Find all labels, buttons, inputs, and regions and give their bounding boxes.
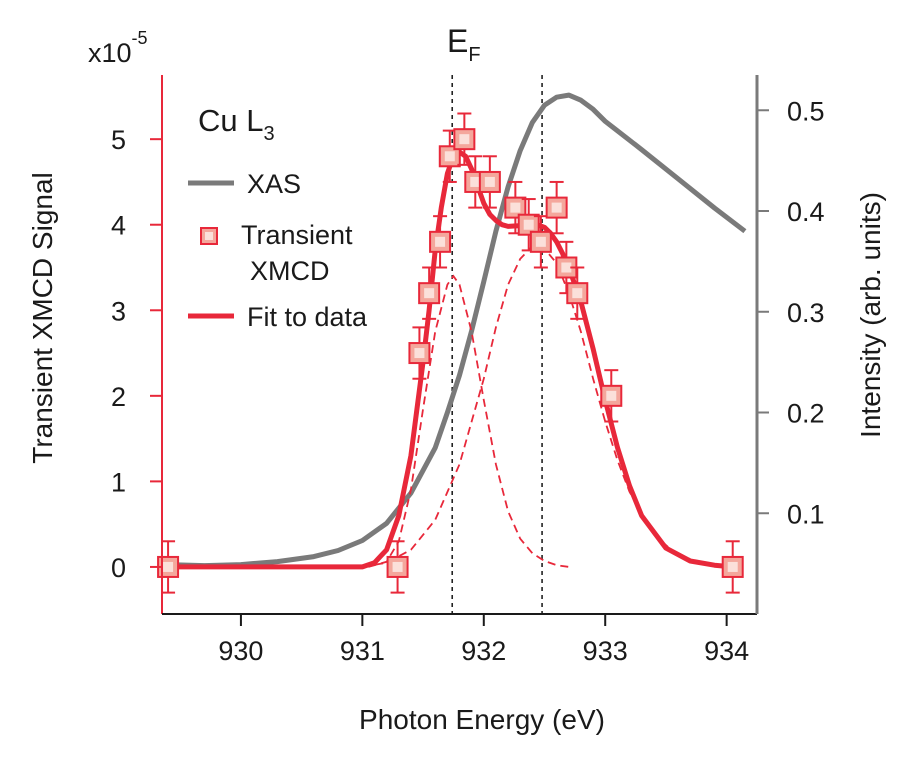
xmcd-point bbox=[429, 215, 452, 269]
xmcd-point bbox=[545, 180, 568, 235]
xmcd-point bbox=[721, 540, 744, 594]
xmcd-point bbox=[453, 112, 476, 166]
fit-line bbox=[168, 149, 733, 570]
left-tick-label-2: 2 bbox=[111, 382, 126, 412]
panel-label-subscript: 3 bbox=[263, 123, 274, 145]
left-axis-multiplier: x10-5 bbox=[88, 28, 148, 68]
xmcd-marker-highlight bbox=[572, 288, 583, 299]
xmcd-marker-highlight bbox=[606, 390, 617, 401]
xmcd-marker-highlight bbox=[523, 219, 534, 230]
series-layer bbox=[157, 92, 747, 594]
legend: XAS Transient XMCD Fit to data bbox=[188, 169, 368, 332]
x-tick-label-934: 934 bbox=[704, 636, 749, 666]
xmcd-marker-highlight bbox=[414, 348, 425, 359]
right-tick-label-4: 0.5 bbox=[787, 96, 825, 126]
xmcd-marker-highlight bbox=[392, 561, 403, 572]
x-axis-title: Photon Energy (eV) bbox=[359, 704, 605, 735]
fermi-level-label-main: E bbox=[447, 23, 468, 59]
left-axis-multiplier-exponent: -5 bbox=[132, 28, 148, 48]
x-tick-label-930: 930 bbox=[218, 636, 263, 666]
fermi-level-label: EF bbox=[447, 23, 481, 66]
right-axis-title: Intensity (arb. units) bbox=[855, 192, 886, 438]
left-tick-label-1: 1 bbox=[111, 467, 126, 497]
left-tick-label-3: 3 bbox=[111, 296, 126, 326]
xmcd-point bbox=[600, 369, 623, 423]
xmcd-marker-highlight bbox=[470, 176, 481, 187]
xmcd-marker-highlight bbox=[535, 236, 546, 247]
left-axis-title: Transient XMCD Signal bbox=[27, 172, 58, 464]
xmcd-marker-highlight bbox=[459, 134, 470, 145]
x-tick-label-931: 931 bbox=[340, 636, 385, 666]
fermi-level-label-sub: F bbox=[468, 44, 480, 66]
xmcd-marker-highlight bbox=[727, 561, 738, 572]
xmcd-point bbox=[157, 540, 180, 594]
legend-fit-label: Fit to data bbox=[247, 302, 368, 332]
xmcd-marker-highlight bbox=[444, 151, 455, 162]
xmcd-point bbox=[529, 215, 552, 269]
axes-layer: 930 931 932 933 934 0 1 2 3 4 5 0.1 0.2 0.3 0.4 0.5 bbox=[111, 75, 825, 666]
xmcd-point bbox=[418, 266, 441, 320]
panel-label: Cu L3 bbox=[198, 103, 275, 145]
xmcd-marker-highlight bbox=[424, 288, 435, 299]
x-tick-label-933: 933 bbox=[583, 636, 628, 666]
panel-label-main: Cu L bbox=[198, 103, 263, 138]
xmcd-point bbox=[517, 198, 540, 252]
xmcd-marker-highlight bbox=[510, 202, 521, 213]
left-tick-label-0: 0 bbox=[111, 553, 126, 583]
xmcd-point bbox=[566, 266, 589, 320]
xmcd-point bbox=[478, 155, 501, 209]
xas-line bbox=[168, 92, 747, 569]
xmcd-marker-highlight bbox=[551, 202, 562, 213]
x-tick-label-932: 932 bbox=[461, 636, 506, 666]
legend-xmcd-label-line1: Transient bbox=[241, 220, 353, 250]
left-tick-label-4: 4 bbox=[111, 211, 126, 241]
right-tick-label-1: 0.2 bbox=[787, 399, 825, 429]
xmcd-marker-highlight bbox=[163, 561, 174, 572]
xmcd-point bbox=[408, 326, 431, 380]
xmcd-point bbox=[386, 540, 409, 594]
xmcd-marker-highlight bbox=[435, 236, 446, 247]
left-tick-label-5: 5 bbox=[111, 125, 126, 155]
xmcd-marker-highlight bbox=[484, 176, 495, 187]
legend-xmcd-label-line2: XMCD bbox=[250, 256, 330, 286]
right-tick-label-0: 0.1 bbox=[787, 499, 825, 529]
legend-xmcd-marker bbox=[200, 227, 218, 245]
right-tick-label-3: 0.4 bbox=[787, 197, 825, 227]
left-axis-multiplier-base: x10 bbox=[88, 38, 132, 68]
xmcd-marker-highlight bbox=[561, 262, 572, 273]
legend-xas-label: XAS bbox=[247, 169, 301, 199]
right-tick-label-2: 0.3 bbox=[787, 298, 825, 328]
